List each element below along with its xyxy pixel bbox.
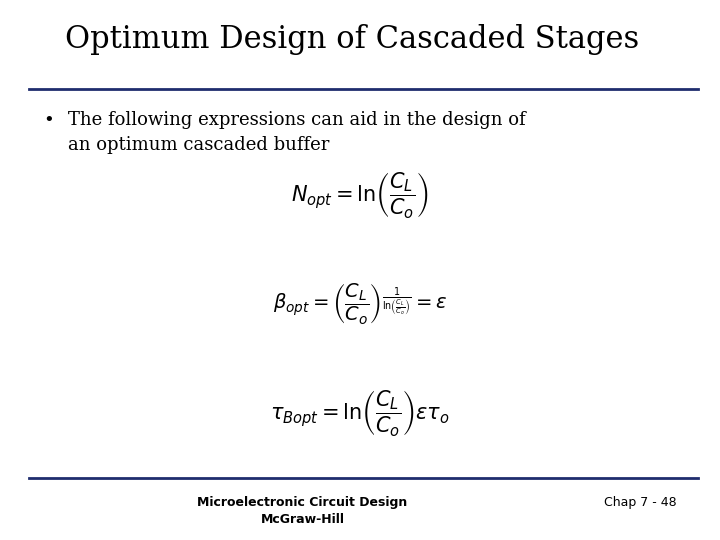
Text: Chap 7 - 48: Chap 7 - 48 [604, 496, 677, 509]
Text: Optimum Design of Cascaded Stages: Optimum Design of Cascaded Stages [65, 24, 639, 55]
Text: •: • [43, 111, 54, 129]
Text: Microelectronic Circuit Design
McGraw-Hill: Microelectronic Circuit Design McGraw-Hi… [197, 496, 408, 526]
Text: $N_{opt} = \ln\!\left(\dfrac{C_L}{C_o}\right)$: $N_{opt} = \ln\!\left(\dfrac{C_L}{C_o}\r… [292, 171, 428, 220]
Text: $\tau_{Bopt} = \ln\!\left(\dfrac{C_L}{C_o}\right)\varepsilon\tau_o$: $\tau_{Bopt} = \ln\!\left(\dfrac{C_L}{C_… [270, 388, 450, 438]
Text: $\beta_{opt} = \left(\dfrac{C_L}{C_o}\right)^{\frac{1}{\ln\!\left(\frac{C_L}{C_o: $\beta_{opt} = \left(\dfrac{C_L}{C_o}\ri… [273, 281, 447, 326]
Text: The following expressions can aid in the design of
an optimum cascaded buffer: The following expressions can aid in the… [68, 111, 526, 154]
